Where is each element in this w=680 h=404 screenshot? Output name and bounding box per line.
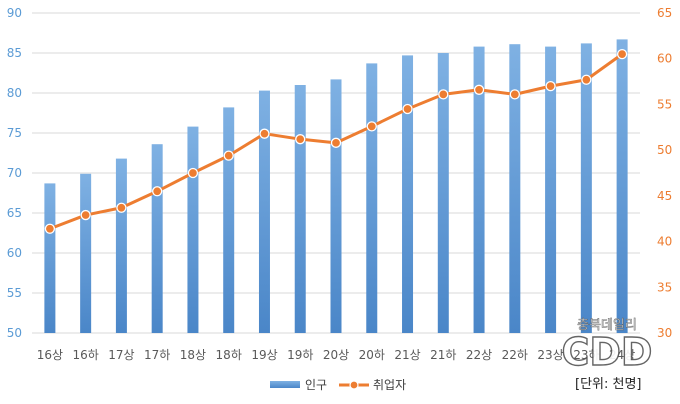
y-right-tick-label: 55 (657, 97, 672, 111)
y-axis-left: 50 55 60 65 70 75 80 85 90 (7, 6, 22, 340)
y-right-tick-label: 40 (657, 235, 672, 249)
x-tick-label: 22하 (502, 348, 528, 362)
bar (366, 63, 378, 334)
y-right-tick-label: 60 (657, 52, 672, 66)
x-tick-label: 19하 (287, 348, 313, 362)
line-point (259, 128, 270, 139)
line-point (366, 121, 377, 132)
bar (223, 107, 235, 334)
x-tick-label: 20하 (359, 348, 385, 362)
line-point (581, 74, 592, 85)
x-tick-label: 21하 (430, 348, 456, 362)
bar (509, 44, 521, 333)
legend-label-employed: 취업자 (373, 378, 406, 392)
y-left-tick-label: 65 (7, 206, 22, 220)
line-point (223, 150, 234, 161)
x-tick-label: 18하 (216, 348, 242, 362)
x-tick-label: 19상 (251, 348, 277, 362)
y-left-tick-label: 90 (7, 6, 22, 20)
y-right-tick-label: 65 (657, 6, 672, 20)
x-axis: 16상 16하 17상 17하 18상 18하 19상 19하 20상 20하 21상 21하 22상 2… (37, 348, 636, 362)
x-tick-label: 21상 (394, 348, 420, 362)
y-right-tick-label: 30 (657, 326, 672, 340)
y-left-tick-label: 80 (7, 86, 22, 100)
line-point (545, 80, 556, 92)
bar (330, 79, 342, 334)
bar (473, 46, 485, 333)
y-right-tick-label: 35 (657, 280, 672, 294)
bar-series (44, 39, 628, 334)
bar (402, 55, 414, 334)
line-point (152, 186, 163, 197)
line-point (187, 167, 199, 179)
legend-label-population: 인구 (305, 378, 327, 392)
legend: 인구 취업자 (270, 378, 406, 392)
bar (258, 90, 270, 333)
line-point (616, 48, 628, 60)
y-left-tick-label: 75 (7, 126, 22, 140)
y-right-tick-label: 45 (657, 189, 672, 203)
x-tick-label: 23하 (573, 348, 599, 362)
bar (115, 158, 127, 333)
line-point (473, 84, 485, 95)
x-tick-label: 17하 (144, 348, 170, 362)
line-point (402, 103, 413, 115)
line-point (44, 223, 56, 234)
bar (44, 183, 56, 333)
line-point (438, 89, 449, 100)
line-point (509, 89, 520, 100)
x-tick-label: 18상 (180, 348, 206, 362)
watermark-text-top: 충북데일리 (577, 318, 637, 333)
x-tick-label: 22상 (466, 348, 492, 362)
x-tick-label: 17상 (108, 348, 134, 362)
x-tick-label: 16하 (72, 348, 98, 362)
x-tick-label: 24상 (609, 348, 635, 362)
bar (616, 39, 628, 334)
x-tick-label: 20상 (323, 348, 349, 362)
legend-swatch-employed-marker (349, 380, 359, 390)
bar (187, 126, 199, 333)
x-tick-label: 23상 (537, 348, 563, 362)
unit-note: [단위: 천명] (575, 377, 642, 392)
y-left-tick-label: 85 (7, 46, 22, 60)
y-left-tick-label: 60 (7, 246, 22, 260)
y-left-tick-label: 55 (7, 286, 22, 300)
y-axis-right: 30 35 40 45 50 55 60 65 (657, 6, 672, 340)
y-left-tick-label: 70 (7, 166, 22, 180)
bar (437, 53, 449, 333)
watermark-text-logo: CDD (562, 330, 653, 374)
line-point (330, 137, 342, 148)
line-series (44, 48, 628, 234)
line-point (295, 134, 306, 145)
line-point (80, 209, 91, 221)
bar (80, 173, 92, 333)
watermark: 충북데일리 CDD (561, 318, 653, 375)
legend-swatch-population (270, 381, 300, 388)
bar (294, 85, 306, 333)
bar (545, 46, 557, 333)
y-left-tick-label: 50 (7, 326, 22, 340)
y-right-tick-label: 50 (657, 143, 672, 157)
x-tick-label: 16상 (37, 348, 63, 362)
line-point (116, 202, 127, 213)
bar (580, 43, 592, 334)
bar (151, 144, 163, 333)
